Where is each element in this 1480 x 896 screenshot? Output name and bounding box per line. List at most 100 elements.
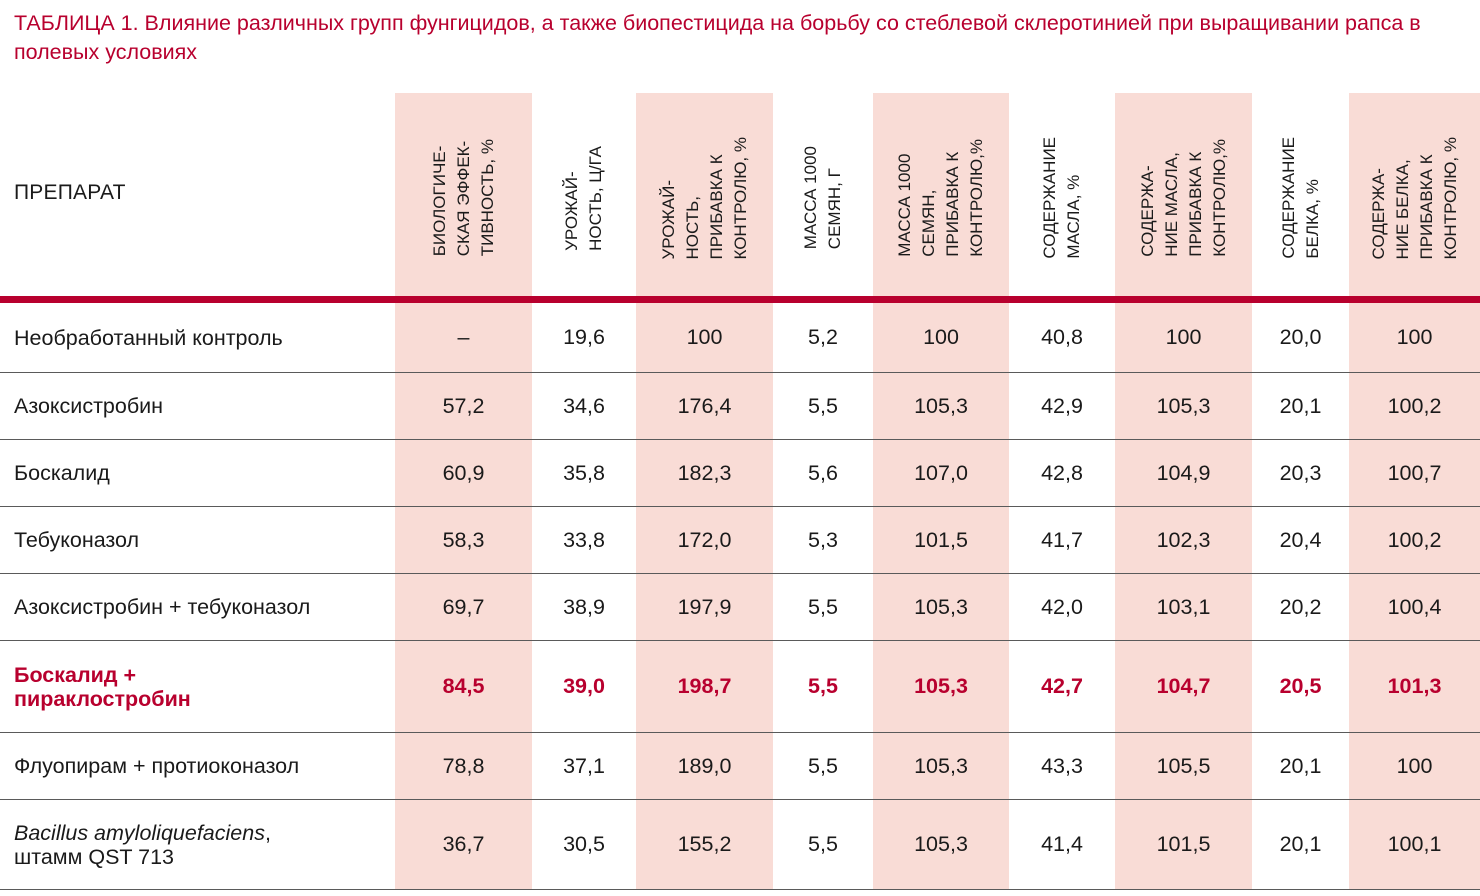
table-cell: 38,9 [563,594,605,619]
table-cell: 105,3 [914,393,968,418]
table-cell: 104,9 [1156,460,1211,485]
table-cell: 100 [1396,753,1433,778]
table-cell: 42,9 [1041,393,1083,418]
column-header-seed-mass: МАССА 1000 СЕМЯН, Г [801,146,844,250]
table-row: Азоксистробин + тебуконазол 69,7 38,9 19… [0,574,1480,640]
table-cell: 100,2 [1387,527,1442,552]
table-bottom-rule [0,889,1480,890]
column-header-bio-efficiency: БИОЛОГИЧЕ- СКАЯ ЭФФЕК- ТИВНОСТЬ, % [429,139,497,257]
table-cell: 39,0 [563,674,605,698]
table-cell: 30,5 [563,832,605,856]
table-row: Тебуконазол 58,3 33,8 172,0 5,3 101,5 41… [0,507,1480,573]
table-cell: 20,1 [1279,832,1322,856]
table-cell: 60,9 [442,460,485,485]
table-cell: 5,5 [808,594,838,619]
table-cell: 84,5 [442,674,485,698]
table-cell: 100,4 [1387,594,1442,619]
row-divider [0,799,1480,800]
table-cell: 41,7 [1041,527,1083,552]
table-cell: 43,3 [1041,753,1083,778]
table-cell: 100,7 [1387,460,1442,485]
row-label: Азоксистробин [14,394,164,418]
table-cell: 34,6 [563,393,605,418]
table-cell: 40,8 [1041,325,1083,349]
column-header-yield-increase: УРОЖАЙ- НОСТЬ, ПРИБАВКА К КОНТРОЛЮ, % [658,136,750,260]
column-header-seed-mass-increase: МАССА 1000 СЕМЯН, ПРИБАВКА К КОНТРОЛЮ,% [895,139,986,257]
row-divider [0,439,1480,440]
table-row: Боскалид 60,9 35,8 182,3 5,6 107,0 42,8 … [0,440,1480,506]
table-cell: 102,3 [1156,527,1211,552]
table-cell: 36,7 [442,832,485,856]
table-cell: 100 [1396,325,1433,349]
table-cell: 172,0 [677,527,732,552]
table-cell: 57,2 [442,393,485,418]
table-cell: 104,7 [1156,674,1211,698]
table-cell: 20,1 [1279,393,1322,418]
table-cell: 42,8 [1041,460,1083,485]
table-row-highlighted: Боскалид + пираклостробин 84,5 39,0 198,… [0,641,1480,732]
row-label: Необработанный контроль [14,325,283,350]
table-cell: 42,0 [1041,594,1083,619]
table-cell: 176,4 [677,393,732,418]
table-cell: 20,3 [1279,460,1322,485]
column-header-yield: УРОЖАЙ- НОСТЬ, Ц/ГА [562,145,605,251]
table-cell: 5,6 [808,460,838,485]
column-header-oil-content: СОДЕРЖАНИЕ МАСЛА, % [1040,137,1083,259]
table-cell: 100 [923,325,959,349]
table-cell: 5,3 [808,527,838,552]
table-cell: 101,5 [1156,832,1211,856]
table-cell: 19,6 [563,325,605,349]
table-cell: 37,1 [563,753,605,778]
species-name: Bacillus amyloliquefaciens [14,820,265,845]
table-cell: 20,0 [1279,325,1322,349]
row-label: Тебуконазол [14,528,140,552]
table-cell: 5,2 [808,325,838,349]
row-divider [0,732,1480,733]
table-cell: 42,7 [1041,674,1083,698]
table-cell: 5,5 [808,832,838,856]
table-title: ТАБЛИЦА 1. Влияние различных групп фунги… [14,11,1421,64]
row-label: Флуопирам + протиоконазол [14,754,300,778]
table-cell: 105,3 [1156,393,1211,418]
table-cell: 182,3 [677,460,732,485]
table-cell: 107,0 [914,460,968,485]
table-cell: 20,4 [1279,527,1322,552]
table-cell: 105,3 [914,594,968,619]
table-cell: 198,7 [677,674,732,698]
table-cell: 35,8 [563,460,605,485]
shaded-column-7 [1115,93,1252,890]
table-cell: 100 [1165,325,1202,349]
table-cell: 5,5 [808,393,838,418]
row-label: Боскалид [14,461,110,485]
row-divider [0,573,1480,574]
strain-name: , штамм QST 713 [14,820,271,869]
column-header-protein-content: СОДЕРЖАНИЕ БЕЛКА, % [1278,137,1322,259]
table-cell: 105,3 [914,832,968,856]
header-rule [0,296,1480,303]
table-cell: 103,1 [1156,594,1211,619]
table-cell: 105,3 [914,753,968,778]
row-label: Bacillus amyloliquefaciens, штамм QST 71… [14,800,271,889]
table-cell: 20,5 [1279,674,1322,698]
table-cell: – [457,325,470,349]
table-cell: 100 [686,325,723,349]
table-cell: 41,4 [1041,832,1083,856]
table-cell: 20,1 [1279,753,1322,778]
table-cell: 155,2 [677,832,732,856]
header-preparation: ПРЕПАРАТ [14,181,126,204]
shaded-column-9 [1349,93,1480,890]
shaded-column-5 [873,93,1009,890]
column-header-oil-increase: СОДЕРЖА- НИЕ МАСЛА, ПРИБАВКА К КОНТРОЛЮ,… [1137,139,1229,257]
table-cell: 189,0 [677,753,732,778]
table-row: Флуопирам + протиоконазол 78,8 37,1 189,… [0,733,1480,799]
table-cell: 100,1 [1387,832,1442,856]
row-label: Азоксистробин + тебуконазол [14,595,311,619]
table-row: Азоксистробин 57,2 34,6 176,4 5,5 105,3 … [0,373,1480,439]
row-divider [0,372,1480,373]
row-label: Боскалид + пираклостробин [14,662,191,711]
table-cell: 105,5 [1156,753,1211,778]
table-cell: 20,2 [1279,594,1322,619]
table-cell: 101,5 [914,527,968,552]
row-divider [0,640,1480,641]
table-row: Bacillus amyloliquefaciens, штамм QST 71… [0,800,1480,889]
